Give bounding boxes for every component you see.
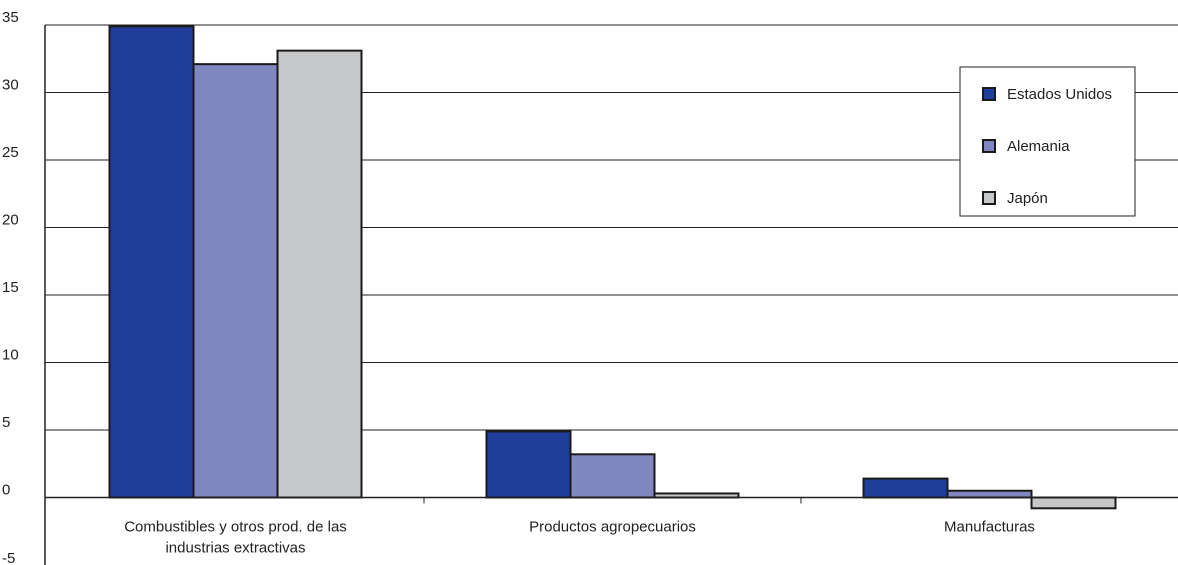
y-axis-tick-labels: -5 0 5 10 15 20 25 30 35 <box>2 9 19 565</box>
category-label: industrias extractivas <box>165 540 305 557</box>
bar <box>110 26 194 497</box>
legend-label: Estados Unidos <box>1007 86 1112 103</box>
legend: Estados Unidos Alemania Japón <box>960 67 1135 216</box>
category-label: Manufacturas <box>944 519 1035 536</box>
bar <box>278 51 362 498</box>
y-tick-label: 5 <box>2 414 10 431</box>
bar <box>194 64 278 497</box>
legend-label: Alemania <box>1007 138 1070 155</box>
bar <box>948 491 1032 498</box>
legend-label: Japón <box>1007 190 1048 207</box>
y-tick-label: 30 <box>2 77 19 94</box>
y-tick-label: 35 <box>2 9 19 26</box>
legend-swatch <box>983 140 995 152</box>
bar <box>864 479 948 498</box>
bar <box>487 431 571 497</box>
y-tick-label: -5 <box>2 550 15 565</box>
category-labels: Combustibles y otros prod. de las industr… <box>124 519 1035 557</box>
y-tick-label: 15 <box>2 279 19 296</box>
legend-swatch <box>983 88 995 100</box>
category-label: Productos agropecuarios <box>529 519 696 536</box>
y-tick-label: 20 <box>2 212 19 229</box>
y-tick-label: 25 <box>2 144 19 161</box>
legend-swatch <box>983 192 995 204</box>
bar <box>1032 498 1116 509</box>
y-tick-label: 0 <box>2 482 10 499</box>
bar <box>571 454 655 497</box>
y-tick-label: 10 <box>2 347 19 364</box>
category-label: Combustibles y otros prod. de las <box>124 519 347 536</box>
